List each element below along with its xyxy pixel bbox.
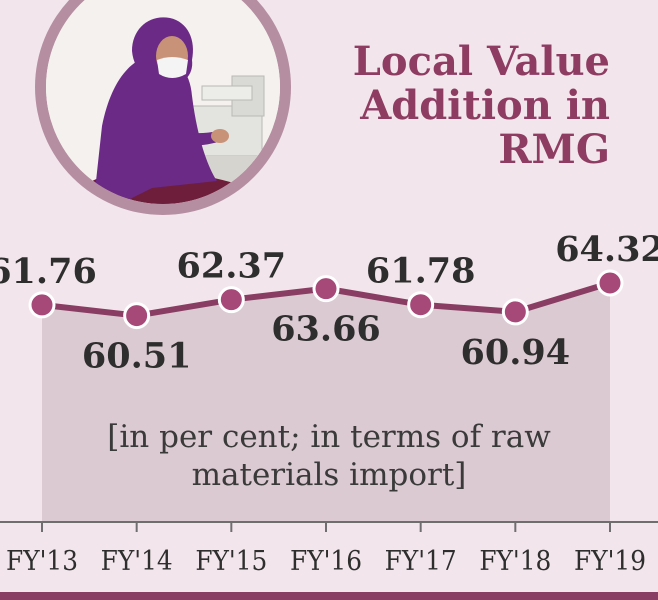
data-label-FY'19: 64.32: [555, 229, 658, 270]
area-fill: [42, 283, 610, 522]
x-tick-label-FY'19: FY'19: [574, 546, 646, 577]
x-tick-label-FY'16: FY'16: [290, 546, 362, 577]
x-tick-label-FY'14: FY'14: [101, 546, 173, 577]
data-label-FY'13: 61.76: [0, 251, 97, 292]
chart-title-line-3: RMG: [498, 126, 610, 173]
data-point-FY'19: [596, 269, 624, 297]
x-tick-label-FY'17: FY'17: [385, 546, 457, 577]
chart-title-line-1: Local Value: [352, 38, 610, 85]
garment-worker-at-sewing-machine-icon: [35, 0, 291, 215]
x-tick-label-FY'18: FY'18: [479, 546, 551, 577]
data-label-FY'15: 62.37: [177, 246, 287, 287]
data-point-FY'16: [312, 275, 340, 303]
bottom-band: [0, 592, 658, 600]
data-label-FY'14: 60.51: [82, 336, 192, 377]
data-point-FY'14: [123, 302, 151, 330]
data-point-FY'15: [217, 286, 245, 314]
data-label-FY'17: 61.78: [366, 251, 476, 292]
data-label-FY'16: 63.66: [271, 309, 381, 350]
data-point-FY'13: [28, 291, 56, 319]
data-label-FY'18: 60.94: [461, 332, 571, 373]
chart-note-line-1: [in per cent; in terms of raw: [107, 419, 551, 455]
data-point-FY'18: [501, 298, 529, 326]
chart-title-line-2: Addition in: [360, 82, 610, 129]
x-tick-label-FY'13: FY'13: [6, 546, 78, 577]
data-point-FY'17: [407, 291, 435, 319]
x-tick-label-FY'15: FY'15: [195, 546, 267, 577]
chart-note-line-2: materials import]: [192, 457, 467, 493]
worker-photo: [32, 0, 294, 218]
